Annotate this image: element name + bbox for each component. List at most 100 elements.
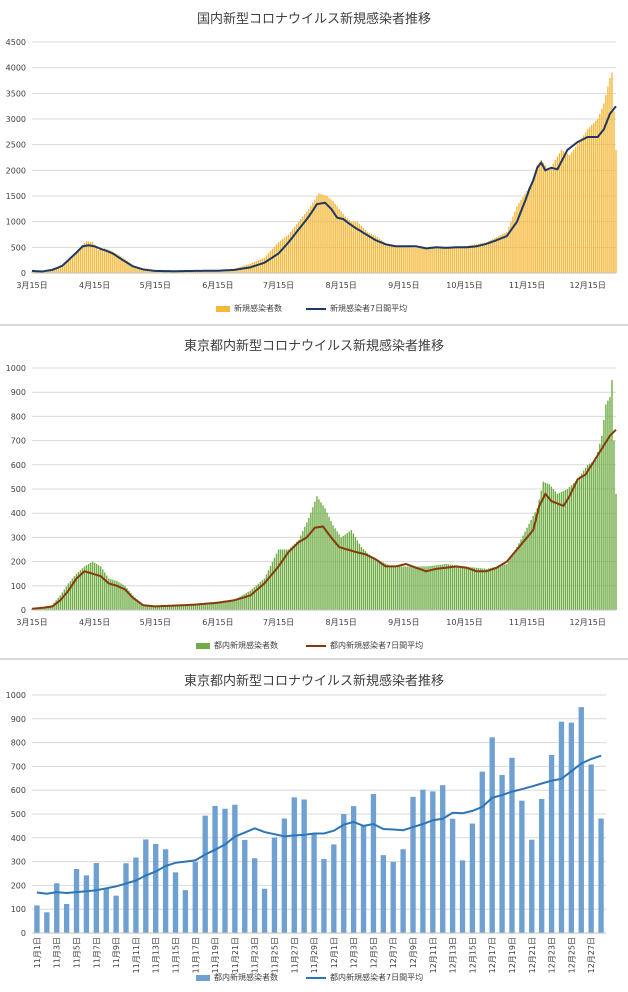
bar <box>467 245 470 273</box>
legend-label: 都内新規感染者数 <box>214 973 278 982</box>
bar <box>242 839 248 933</box>
bar <box>400 849 406 933</box>
bar <box>233 268 235 273</box>
bar <box>83 875 90 933</box>
bar <box>239 596 241 610</box>
bar <box>108 578 110 610</box>
bar <box>413 566 415 610</box>
bar <box>496 566 498 610</box>
bar <box>298 539 300 610</box>
bar <box>302 531 304 610</box>
bar <box>390 861 396 933</box>
bar <box>338 534 340 610</box>
bar <box>550 486 553 610</box>
x-tick-label: 11月13日 <box>152 937 161 973</box>
bar <box>310 205 312 273</box>
bar <box>65 586 68 610</box>
x-tick-label: 12月13日 <box>449 937 458 973</box>
bar <box>399 246 401 273</box>
bar <box>469 823 476 933</box>
bar <box>144 270 146 273</box>
bar <box>556 156 559 273</box>
legend-item-bars: 新規感染者数 <box>216 303 282 314</box>
bar <box>520 539 522 610</box>
bar <box>223 601 225 610</box>
chart-3-plot: 0 100 200 300 400 500 600 700 800 900 1000 11月1日 11月… <box>6 691 606 973</box>
bar <box>427 566 429 610</box>
bar <box>405 566 407 610</box>
bar <box>514 550 516 610</box>
bar <box>370 556 373 610</box>
bar <box>609 397 611 610</box>
bar <box>463 246 466 273</box>
bar <box>219 270 221 273</box>
bar <box>558 721 565 933</box>
bar <box>453 246 456 273</box>
x-tick-label: 6月15日 <box>202 618 233 627</box>
x-tick-label: 11月25日 <box>270 937 279 973</box>
bar <box>321 858 327 933</box>
bar <box>43 607 45 610</box>
bar <box>34 905 40 933</box>
x-tick-label: 6月15日 <box>202 281 233 290</box>
bar <box>328 197 330 273</box>
bar <box>607 86 609 273</box>
bar <box>580 138 583 273</box>
bar <box>433 565 435 610</box>
x-tick-label: 12月17日 <box>488 937 497 973</box>
bar <box>130 263 132 273</box>
x-tick-label: 11月19日 <box>211 937 220 973</box>
bar <box>582 135 585 273</box>
bar <box>162 271 165 273</box>
bar <box>328 516 330 610</box>
bar <box>538 162 540 273</box>
bar <box>306 211 308 273</box>
bar <box>519 800 525 933</box>
bar <box>298 221 300 273</box>
chart-title: 国内新型コロナウイルス新規感染者推移 <box>196 12 431 27</box>
bar <box>548 484 551 610</box>
bar <box>334 203 336 273</box>
bar <box>67 260 70 273</box>
legend-item-bars: 都内新規感染者数 <box>196 972 278 983</box>
bar <box>530 184 532 273</box>
bar <box>126 588 128 610</box>
bar <box>492 567 494 610</box>
bar <box>411 566 413 610</box>
bar <box>520 200 522 273</box>
x-tick-label: 3月15日 <box>16 281 47 290</box>
bar <box>489 737 495 933</box>
bar <box>114 580 116 610</box>
bar <box>212 805 218 933</box>
bar <box>485 568 488 610</box>
bar <box>51 269 53 273</box>
bar <box>376 559 379 610</box>
bar <box>133 857 139 933</box>
bar <box>293 543 296 610</box>
bar <box>118 582 120 610</box>
legend-item-line: 都内新規感染者7日間平均 <box>306 972 423 983</box>
bar <box>334 528 336 610</box>
bar <box>209 602 211 610</box>
bar <box>589 463 591 610</box>
bar <box>423 248 425 273</box>
bar <box>209 270 211 273</box>
bar <box>506 564 508 610</box>
bar <box>419 566 421 610</box>
bar <box>140 603 142 610</box>
bar <box>310 512 312 610</box>
bar <box>536 508 538 610</box>
bar <box>332 525 334 610</box>
bar <box>350 806 357 933</box>
chart-panel-2: 東京都内新型コロナウイルス新規感染者推移 0 100 200 300 400 500 600… <box>0 326 628 658</box>
bar <box>435 247 437 273</box>
bar <box>241 266 243 273</box>
bar <box>289 231 292 273</box>
bar <box>603 420 605 610</box>
bar <box>397 566 399 610</box>
bar <box>199 270 201 273</box>
x-tick-label: 12月11日 <box>429 937 438 973</box>
bar <box>393 245 395 273</box>
x-tick-label: 11月15日 <box>509 281 545 290</box>
bar <box>75 573 78 610</box>
